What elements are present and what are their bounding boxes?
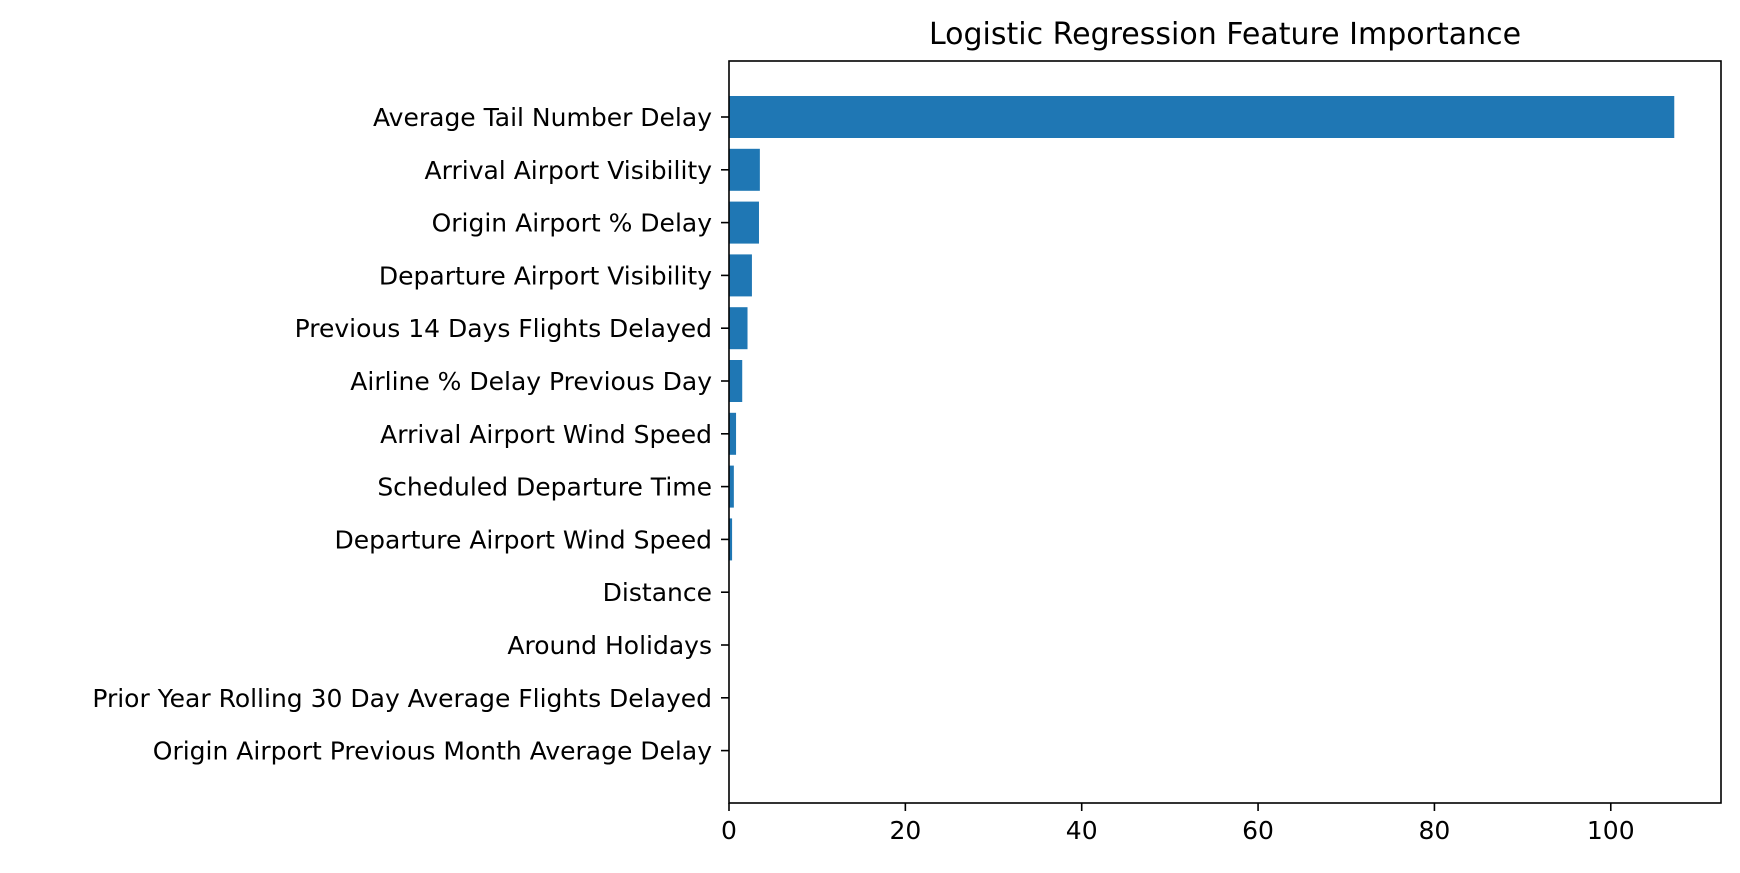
chart-title: Logistic Regression Feature Importance — [929, 17, 1521, 52]
y-tick-labels: Average Tail Number Delay Arrival Airport… — [92, 103, 729, 766]
x-tick-label: 100 — [1587, 816, 1635, 845]
bar — [729, 202, 759, 244]
x-tick-label: 20 — [889, 816, 921, 845]
x-tick-label: 0 — [721, 816, 737, 845]
y-tick-label: Origin Airport Previous Month Average De… — [153, 737, 712, 766]
x-tick-label: 80 — [1419, 816, 1451, 845]
bars-layer — [729, 96, 1674, 772]
bar — [729, 360, 742, 402]
bar — [729, 254, 752, 296]
bar — [729, 149, 760, 191]
bar — [729, 413, 736, 455]
x-tick-label: 40 — [1066, 816, 1098, 845]
y-tick-label: Prior Year Rolling 30 Day Average Flight… — [92, 684, 712, 713]
y-tick-label: Departure Airport Wind Speed — [335, 525, 712, 554]
y-tick-label: Distance — [603, 578, 712, 607]
y-tick-label: Scheduled Departure Time — [377, 473, 712, 502]
y-tick-label: Origin Airport % Delay — [432, 209, 713, 238]
y-tick-label: Arrival Airport Wind Speed — [380, 420, 712, 449]
y-tick-label: Previous 14 Days Flights Delayed — [295, 314, 712, 343]
bar — [729, 96, 1674, 138]
bar — [729, 307, 748, 349]
plot-frame — [729, 61, 1721, 803]
y-tick-label: Average Tail Number Delay — [373, 103, 712, 132]
y-tick-label: Departure Airport Visibility — [379, 261, 712, 290]
y-tick-label: Around Holidays — [507, 631, 712, 660]
y-tick-label: Airline % Delay Previous Day — [350, 367, 712, 396]
x-axis: 0 20 40 60 80 100 — [721, 803, 1635, 845]
y-tick-label: Arrival Airport Visibility — [425, 156, 713, 185]
x-tick-label: 60 — [1242, 816, 1274, 845]
